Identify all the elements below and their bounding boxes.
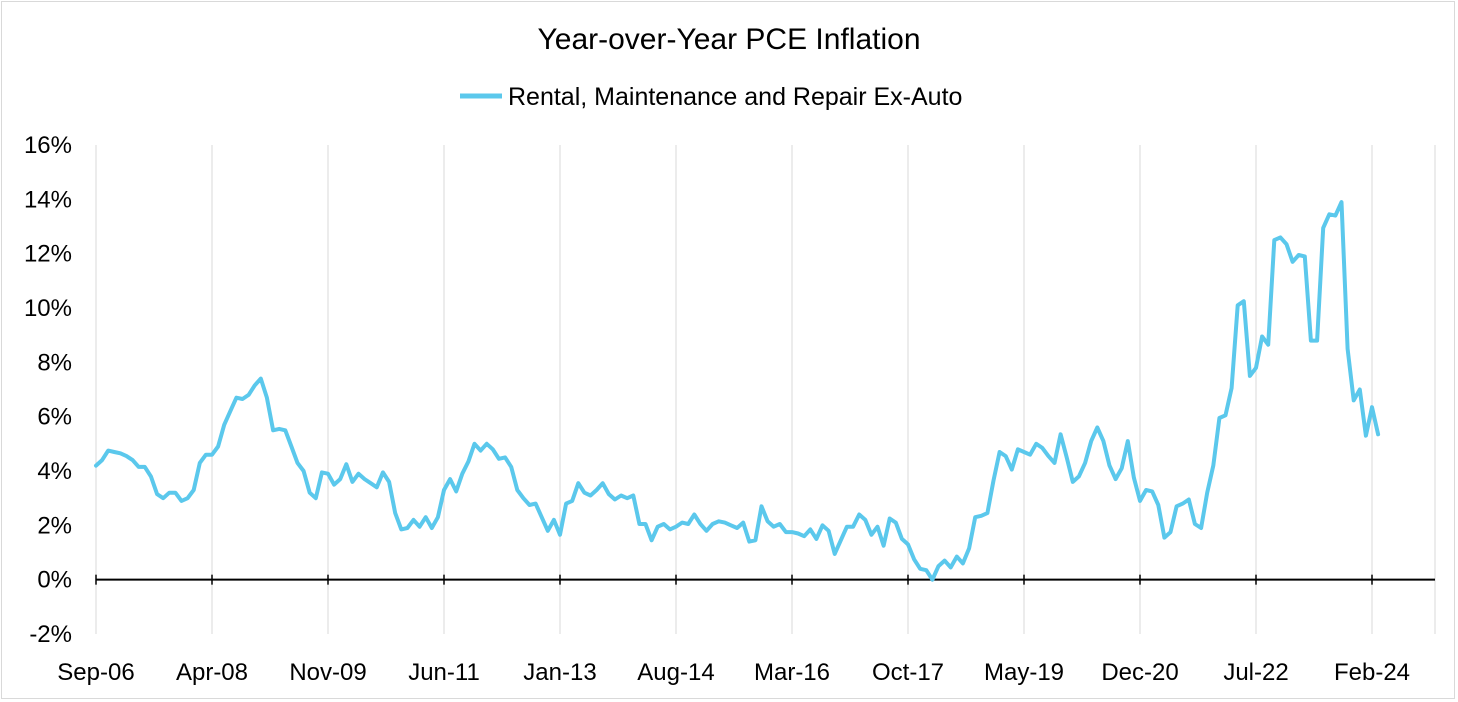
y-tick-label: 8% — [37, 349, 72, 376]
x-tick-label: Jun-11 — [408, 659, 480, 686]
gridlines — [95, 145, 1436, 634]
y-tick-label: 10% — [24, 295, 72, 322]
x-tick-label: May-19 — [984, 659, 1064, 686]
x-tick-label: Apr-08 — [176, 659, 248, 686]
legend-label: Rental, Maintenance and Repair Ex-Auto — [508, 83, 962, 111]
x-tick-label: Feb-24 — [1334, 659, 1410, 686]
x-tick-label: Aug-14 — [637, 659, 714, 686]
y-tick-label: -2% — [29, 621, 72, 648]
series-line — [94, 200, 1381, 582]
legend: Rental, Maintenance and Repair Ex-Auto — [460, 83, 962, 111]
x-tick-label: Oct-17 — [872, 659, 944, 686]
y-tick-label: 14% — [24, 186, 72, 213]
chart-title: Year-over-Year PCE Inflation — [538, 23, 921, 56]
y-axis: -2% 0% 2% 4% 6% 8% 10% 12% 14% 16% — [24, 132, 72, 648]
y-tick-label: 4% — [37, 458, 72, 485]
x-tick-label: Jul-22 — [1223, 659, 1288, 686]
x-tick-label: Sep-06 — [57, 659, 134, 686]
y-tick-label: 0% — [37, 567, 72, 594]
x-tick-label: Mar-16 — [754, 659, 830, 686]
x-tick-label: Dec-20 — [1101, 659, 1178, 686]
y-tick-label: 12% — [24, 241, 72, 268]
y-tick-label: 16% — [24, 132, 72, 159]
x-axis: Sep-06 Apr-08 Nov-09 Jun-11 Jan-13 Aug-14 Mar-… — [57, 574, 1410, 686]
y-tick-label: 6% — [37, 404, 72, 431]
x-tick-label: Jan-13 — [523, 659, 596, 686]
x-tick-label: Nov-09 — [289, 659, 366, 686]
y-tick-label: 2% — [37, 512, 72, 539]
